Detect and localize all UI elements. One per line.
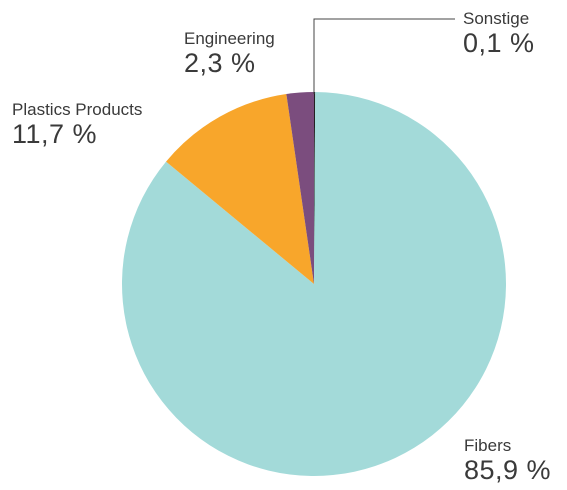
slice-label-name: Fibers	[464, 436, 512, 455]
slice-label-name: Plastics Products	[12, 100, 143, 119]
slice-label-value: 85,9 %	[464, 455, 552, 485]
slice-label-name: Engineering	[184, 29, 275, 48]
sonstige-leader-line	[313, 18, 455, 94]
slice-label-name: Sonstige	[463, 9, 530, 28]
slice-label-value: 2,3 %	[184, 48, 256, 78]
slice-label-value: 11,7 %	[12, 119, 98, 149]
slice-label-value: 0,1 %	[463, 28, 535, 58]
slice-label-fibers: Fibers 85,9 %	[464, 437, 551, 484]
pie-slice-fibers	[121, 92, 506, 476]
pie-slice-engineering	[286, 92, 314, 284]
pie-slices	[121, 91, 506, 476]
leader-lines	[313, 18, 455, 94]
slice-label-plastics-products: Plastics Products 11,7 %	[12, 101, 142, 148]
pie-slice-plastics-products	[166, 94, 314, 284]
pie-slice-sonstige	[314, 91, 316, 284]
slice-label-engineering: Engineering 2,3 %	[184, 30, 275, 77]
slice-label-sonstige: Sonstige 0,1 %	[463, 10, 535, 57]
